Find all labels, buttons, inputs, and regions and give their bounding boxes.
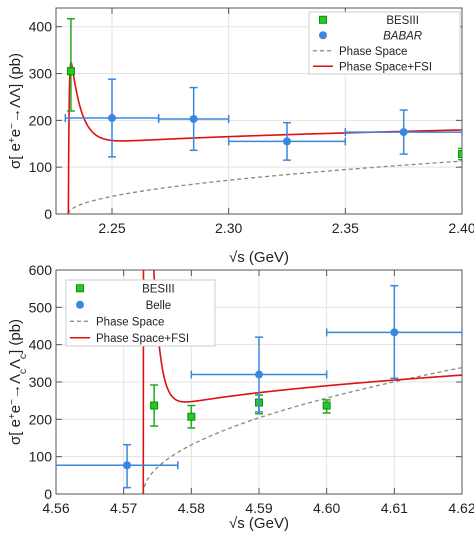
y-axis-title-e: e <box>7 129 24 137</box>
legend-box <box>65 279 216 347</box>
legend-label: Belle <box>146 300 172 312</box>
data-point-circle <box>189 114 198 123</box>
x-tick-label: 4.62 <box>448 500 474 516</box>
x-tick-label: 4.61 <box>381 500 408 516</box>
curve-layer <box>64 18 462 214</box>
y-axis-title-superscript: − <box>7 399 18 405</box>
y-tick-label: 500 <box>29 299 53 315</box>
phase-space-curve <box>67 160 462 214</box>
plot-frame <box>55 7 463 215</box>
legend-item: BABAR <box>319 30 422 42</box>
legend-item: BESIII <box>76 283 175 295</box>
y-axis-title-superscript: + <box>7 137 18 143</box>
y-axis-title-superscript: + <box>7 413 18 419</box>
x-axis-title-unit: (GeV) <box>245 249 289 266</box>
x-tick-label: 2.35 <box>332 220 359 236</box>
y-axis-title-unit: ] (pb) <box>7 319 24 354</box>
data-point-square <box>458 150 462 159</box>
chart-panel-bottom: 4.56 4.57 4.58 4.59 4.60 4.61 4.62 0 100 200 300 40… <box>7 262 474 532</box>
legend-label: Phase Space <box>339 46 407 58</box>
chart-panel-top: 2.25 2.30 2.35 2.40 0 100 200 300 400 √s (GeV) σ[ … <box>7 7 474 266</box>
data-point-circle <box>283 137 291 146</box>
legend-label: BESIII <box>142 283 175 295</box>
y-axis-title-subscript: c <box>18 369 29 374</box>
data-point-square <box>322 401 331 410</box>
legend-marker-square <box>319 15 327 24</box>
legend-marker-circle <box>319 31 327 40</box>
y-axis-title-reaction: →Λ <box>7 374 24 399</box>
x-axis-title: √s (GeV) <box>229 515 289 532</box>
legend-box <box>308 11 461 75</box>
legend-marker-square <box>76 284 84 293</box>
phase-space-fsi-curve <box>142 270 462 494</box>
legend: BESIII Belle Phase Space Phase Space+FSI <box>65 279 216 347</box>
legend-label: Phase Space+FSI <box>339 61 432 73</box>
data-point-circle <box>390 328 399 337</box>
legend-label: Phase Space <box>96 316 164 328</box>
x-tick-label: 4.57 <box>110 500 137 516</box>
y-tick-label: 0 <box>44 206 52 222</box>
y-axis-title-sigma: σ[ e <box>7 419 24 445</box>
legend: BESIII BABAR Phase Space Phase Space+FSI <box>308 11 461 75</box>
y-axis-title-lambda-bar: Λ <box>7 359 24 369</box>
legend-marker-circle <box>76 300 84 309</box>
legend-label: Phase Space+FSI <box>96 333 189 345</box>
legend-item: Phase Space+FSI <box>313 61 432 73</box>
x-tick-label: 4.60 <box>313 500 340 516</box>
y-axis-title-reaction: →ΛΛ <box>7 88 24 123</box>
legend-item: Belle <box>76 300 171 312</box>
data-point-circle <box>123 461 132 470</box>
y-tick-label: 100 <box>29 159 53 175</box>
legend-item: Phase Space <box>70 316 164 328</box>
data-point-circle <box>399 128 408 137</box>
y-tick-label: 300 <box>29 374 53 390</box>
x-tick-label: 2.25 <box>98 220 125 236</box>
phase-space-fsi-curve <box>67 61 462 214</box>
y-tick-label: 600 <box>29 262 53 278</box>
x-axis-title-unit: (GeV) <box>245 515 289 532</box>
x-tick-label: 2.30 <box>215 220 242 236</box>
y-tick-label: 0 <box>44 486 52 502</box>
y-axis-title-superscript: − <box>7 123 18 129</box>
x-axis-title: √s (GeV) <box>229 249 289 266</box>
y-axis-title-sigma: σ[ e <box>7 143 24 169</box>
x-tick-label: 2.40 <box>448 220 474 236</box>
y-tick-label: 400 <box>29 337 53 353</box>
y-axis-title: σ[ e+e−→ΛcΛc] (pb) <box>7 319 29 445</box>
y-axis-title-e: e <box>7 405 24 413</box>
data-point-circle <box>255 370 263 379</box>
legend-item: BESIII <box>319 15 419 27</box>
series-besiii <box>150 384 331 429</box>
y-tick-label: 400 <box>29 19 53 35</box>
legend-label: BESIII <box>386 15 419 27</box>
legend-label: BABAR <box>383 30 422 42</box>
series-besiii <box>66 18 462 161</box>
series-belle <box>56 284 462 489</box>
phase-space-curve <box>142 366 462 494</box>
y-tick-label: 100 <box>29 449 53 465</box>
y-axis-title-subscript: c <box>18 354 29 359</box>
y-tick-label: 300 <box>29 66 53 82</box>
x-axis-title-symbol: √s <box>229 249 245 266</box>
x-tick-label: 4.58 <box>178 500 205 516</box>
data-point-square <box>187 412 196 421</box>
y-tick-label: 200 <box>29 411 53 427</box>
data-point-square <box>150 401 159 410</box>
curve-layer <box>56 270 462 494</box>
legend-item: Phase Space+FSI <box>70 333 189 345</box>
y-axis-title-unit: ] (pb) <box>7 53 24 88</box>
data-point-square <box>66 67 75 76</box>
legend-item: Phase Space <box>313 46 407 58</box>
series-babar <box>64 78 462 161</box>
data-point-circle <box>108 114 116 123</box>
y-tick-label: 200 <box>29 112 53 128</box>
y-axis-title: σ[ e+e−→ΛΛ] (pb) <box>7 53 25 169</box>
x-axis-title-symbol: √s <box>229 515 245 532</box>
x-tick-label: 4.59 <box>245 500 272 516</box>
x-tick-label: 4.56 <box>42 500 69 516</box>
